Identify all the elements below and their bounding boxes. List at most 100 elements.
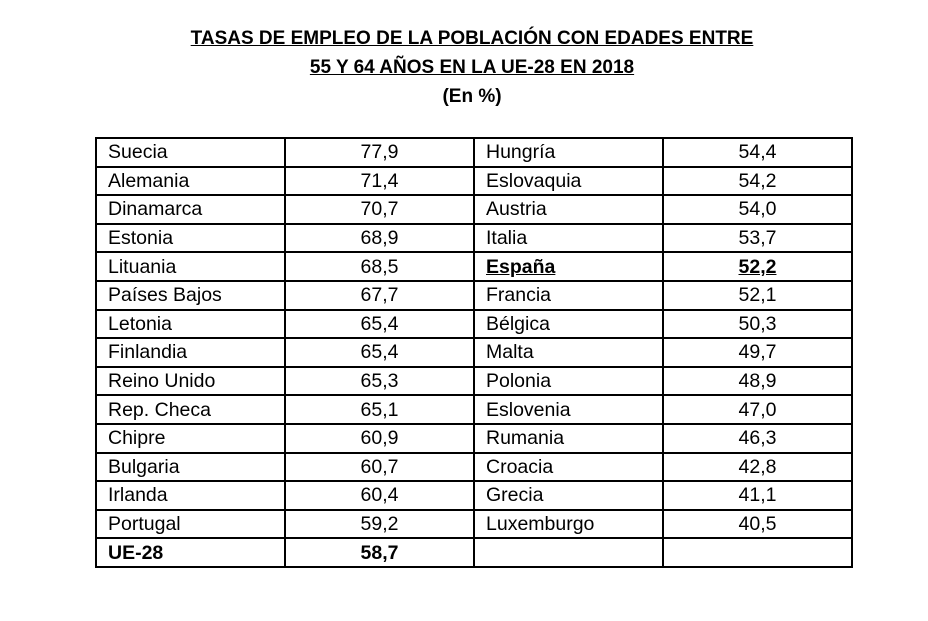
country-cell: Rep. Checa [95,394,286,425]
value-cell: 46,3 [662,422,853,454]
value: 52,1 [738,284,777,307]
country-cell: Bélgica [473,308,664,340]
value-cell: 77,9 [284,137,475,168]
country: Estonia [108,227,174,250]
value-cell: 48,9 [662,365,853,397]
value: 67,7 [360,284,399,307]
value: 77,9 [360,141,399,164]
country: Rumania [486,427,565,450]
table-row: Rep. Checa 65,1 Eslovenia 47,0 [95,394,853,425]
value: 53,7 [738,227,777,250]
value: 52,2 [738,255,777,278]
title-line: 55 Y 64 AÑOS EN LA UE-28 EN 2018 [309,57,635,78]
value: 41,1 [738,484,777,507]
country: Croacia [486,455,554,478]
value-cell: 59,2 [284,508,475,540]
table-row: Irlanda 60,4 Grecia 41,1 [95,480,853,511]
country: Alemania [108,169,190,192]
value: 65,4 [360,312,399,335]
country-cell: Polonia [473,365,664,397]
country: Bulgaria [108,455,180,478]
country: Polonia [486,370,552,393]
country-cell: España [473,251,664,282]
value: 54,2 [738,169,777,192]
table-row: UE-28 58,7 [95,537,853,568]
value-cell: 65,3 [284,365,475,397]
value: 40,5 [738,513,777,536]
country: Dinamarca [108,198,203,221]
value: 58,7 [360,541,399,564]
country: Luxemburgo [486,513,595,536]
country: Italia [486,227,528,250]
value-cell: 67,7 [284,279,475,311]
country: Eslovaquia [486,169,582,192]
country-cell: Chipre [95,422,286,454]
country: Grecia [486,484,544,507]
value: 60,9 [360,427,399,450]
country-cell: Reino Unido [95,365,286,397]
country-cell: Dinamarca [95,194,286,225]
value: 42,8 [738,455,777,478]
value: 65,4 [360,341,399,364]
country-cell: Suecia [95,137,286,168]
value: 60,7 [360,455,399,478]
country-cell: UE-28 [95,537,286,568]
value-cell: 65,4 [284,308,475,340]
value: 71,4 [360,169,399,192]
value-cell: 54,0 [662,194,853,225]
value-cell: 60,7 [284,451,475,483]
value-cell: 65,4 [284,337,475,368]
value: 68,9 [360,227,399,250]
value-cell: 52,2 [662,251,853,282]
table-row: Chipre 60,9 Rumania 46,3 [95,422,853,454]
value-cell: 70,7 [284,194,475,225]
country-cell: Países Bajos [95,279,286,311]
country-cell: Bulgaria [95,451,286,483]
country: Rep. Checa [108,398,211,421]
table: Suecia 77,9 Hungría 54,4 Alemania 71,4 Eslovaq… [95,137,853,568]
country-cell: Croacia [473,451,664,483]
country: Bélgica [486,312,550,335]
value: 54,0 [738,198,777,221]
value-cell: 49,7 [662,337,853,368]
country: Letonia [108,312,172,335]
table-row: Portugal 59,2 Luxemburgo 40,5 [95,508,853,540]
value-cell [662,537,853,568]
table-row: Lituania 68,5 España 52,2 [95,251,853,282]
country: Austria [486,198,547,221]
value: 47,0 [738,398,777,421]
country: Eslovenia [486,398,571,421]
country-cell: Rumania [473,422,664,454]
value-cell: 41,1 [662,480,853,511]
country: Lituania [108,255,177,278]
table-row: Alemania 71,4 Eslovaquia 54,2 [95,165,853,197]
table-row: Países Bajos 67,7 Francia 52,1 [95,279,853,311]
table-row: Letonia 65,4 Bélgica 50,3 [95,308,853,340]
value: 48,9 [738,370,777,393]
country: Finlandia [108,341,188,364]
country-cell: Alemania [95,165,286,197]
country: Países Bajos [108,284,222,307]
country-cell: Letonia [95,308,286,340]
country: Hungría [486,141,556,164]
subtitle: (En %) [442,86,502,107]
value-cell: 68,5 [284,251,475,282]
country: Francia [486,284,552,307]
table-row: Bulgaria 60,7 Croacia 42,8 [95,451,853,483]
country: Chipre [108,427,166,450]
country-cell: Portugal [95,508,286,540]
header: TASAS DE EMPLEO DE LA POBLACIÓN CON EDAD… [0,24,928,111]
country-cell: Eslovaquia [473,165,664,197]
country-cell: Francia [473,279,664,311]
value: 65,1 [360,398,399,421]
title-line: TASAS DE EMPLEO DE LA POBLACIÓN CON EDAD… [190,28,754,49]
value-cell: 54,4 [662,137,853,168]
value: 65,3 [360,370,399,393]
value: 50,3 [738,312,777,335]
country: Malta [486,341,534,364]
table-row: Finlandia 65,4 Malta 49,7 [95,337,853,368]
value: 68,5 [360,255,399,278]
country: Suecia [108,141,168,164]
value-cell: 65,1 [284,394,475,425]
country-cell: Austria [473,194,664,225]
